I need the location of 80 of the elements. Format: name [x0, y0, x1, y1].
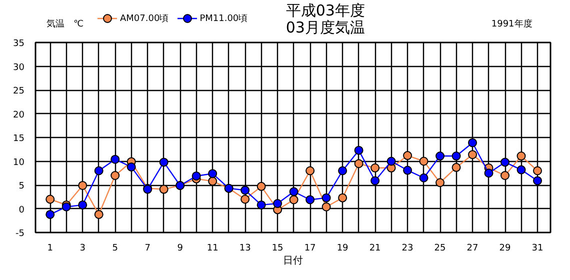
point [322, 193, 331, 202]
point [208, 169, 218, 178]
point [533, 176, 542, 186]
point [436, 152, 445, 161]
point [240, 194, 250, 204]
point [273, 199, 282, 208]
point [516, 165, 526, 174]
point [419, 173, 428, 182]
y-axis-title: 気温 ℃ [46, 18, 84, 30]
legend-label: PM11.00頃 [200, 12, 248, 24]
point [306, 166, 315, 176]
y-tick-label: 25 [13, 86, 24, 96]
legend-label: AM07.00頃 [120, 12, 169, 24]
x-tick-label: 29 [499, 244, 512, 254]
point [78, 200, 88, 210]
point [94, 210, 104, 219]
chart-title: 平成03年度 03月度気温 [286, 2, 365, 36]
point [338, 193, 348, 202]
point [484, 168, 494, 178]
point [403, 166, 412, 175]
point [452, 162, 461, 172]
point [94, 166, 104, 176]
point [370, 163, 380, 172]
x-tick-label: 9 [177, 244, 184, 254]
point [500, 158, 510, 167]
x-tick-label: 13 [239, 244, 251, 254]
point [370, 176, 380, 186]
x-tick-label: 3 [80, 244, 86, 254]
point [436, 178, 445, 188]
point [256, 182, 266, 191]
x-axis-title: 日付 [283, 256, 303, 266]
x-tick-label: 11 [206, 244, 218, 254]
point [126, 162, 136, 172]
x-tick-label: 1 [47, 244, 53, 254]
point [500, 171, 510, 180]
x-tick-label: 19 [336, 244, 349, 254]
point [533, 166, 542, 176]
point [256, 200, 266, 210]
point [516, 152, 526, 161]
point [468, 138, 478, 148]
point [159, 184, 168, 194]
x-tick-label: 17 [304, 244, 316, 254]
point [322, 202, 331, 212]
point [338, 166, 348, 176]
point [110, 171, 120, 180]
x-tick-label: 25 [434, 244, 446, 254]
y-tick-label: 15 [13, 134, 24, 144]
point [452, 152, 461, 161]
point [306, 195, 315, 204]
point [78, 180, 88, 190]
point [386, 156, 396, 166]
point [110, 154, 120, 164]
x-tick-label: 21 [369, 244, 381, 254]
y-tick-label: 10 [13, 158, 25, 168]
y-tick-label: 30 [13, 62, 25, 73]
point [46, 210, 55, 219]
point [419, 156, 428, 166]
x-tick-label: 7 [144, 244, 150, 254]
point [289, 195, 298, 204]
point [159, 158, 168, 167]
point [354, 146, 364, 155]
x-tick-label: 27 [466, 244, 478, 254]
text: 1991年度 [491, 18, 532, 30]
x-tick-label: 31 [532, 244, 544, 254]
y-tick-label: 20 [13, 110, 25, 120]
y-tick-label: 5 [18, 182, 25, 192]
y-tick-label: 35 [13, 39, 24, 49]
y-tick-label: 0 [18, 205, 25, 216]
point [468, 150, 478, 160]
point [403, 151, 412, 160]
x-tick-label: 15 [272, 244, 284, 254]
point [208, 176, 218, 186]
point [192, 171, 201, 180]
x-tick-label: 5 [112, 244, 118, 254]
point [289, 187, 298, 196]
point [354, 159, 364, 168]
y-tick-label: -5 [16, 229, 25, 239]
x-tick-label: 23 [402, 244, 414, 254]
point [46, 194, 55, 204]
point [240, 186, 250, 195]
